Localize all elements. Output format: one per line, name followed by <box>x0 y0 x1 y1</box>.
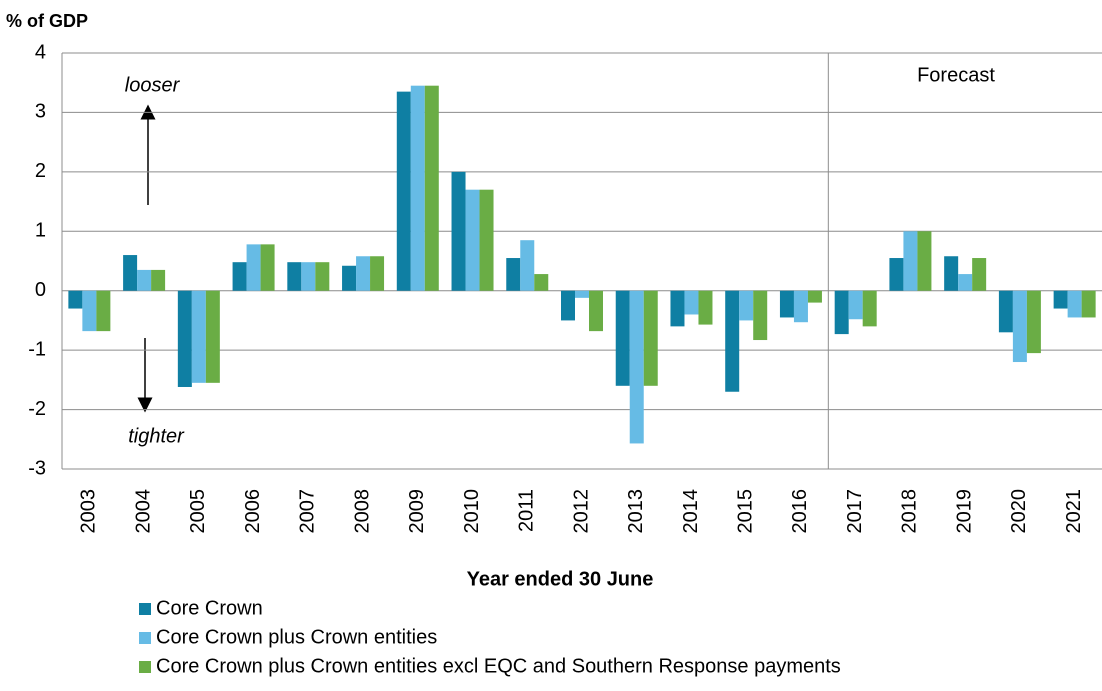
y-tick-label: -1 <box>28 338 46 360</box>
bar <box>1026 290 1041 354</box>
x-tick-label: 2011 <box>516 489 538 532</box>
x-tick-label: 2019 <box>953 489 975 534</box>
bar <box>753 290 768 341</box>
bar <box>465 189 480 291</box>
bar <box>96 290 111 332</box>
bar <box>1012 290 1027 363</box>
y-tick-label: 2 <box>35 160 46 182</box>
bar <box>862 290 877 327</box>
x-tick-label: 2005 <box>187 489 209 534</box>
y-tick-label: 1 <box>35 220 46 242</box>
y-tick-label: -3 <box>28 457 46 479</box>
x-tick-label: 2013 <box>625 489 647 534</box>
x-tick-label: 2010 <box>461 489 483 534</box>
bar <box>917 231 932 291</box>
bar <box>889 258 904 291</box>
x-tick-label: 2006 <box>242 489 264 534</box>
bar <box>561 290 575 321</box>
x-tick-label: 2016 <box>789 489 811 534</box>
x-tick-label: 2007 <box>297 489 319 534</box>
legend-swatch <box>139 661 151 673</box>
legend-swatch <box>139 603 151 615</box>
bar <box>506 258 521 291</box>
y-axis-label: % of GDP <box>6 11 88 31</box>
bar <box>834 290 849 335</box>
bar <box>575 290 589 298</box>
bar <box>370 256 385 291</box>
bar <box>629 290 644 444</box>
bar <box>451 171 466 291</box>
x-tick-label: 2003 <box>78 489 100 534</box>
bar <box>1053 290 1068 309</box>
x-tick-label: 2015 <box>734 489 756 534</box>
x-tick-label: 2009 <box>406 489 428 534</box>
annotation: tighter <box>128 425 185 447</box>
x-tick-label: 2008 <box>351 489 373 534</box>
x-tick-label: 2012 <box>570 489 592 534</box>
bar <box>356 256 371 291</box>
y-tick-label: 4 <box>35 41 46 63</box>
bar <box>246 244 261 291</box>
y-tick-label: 3 <box>35 101 46 123</box>
bar <box>807 290 822 303</box>
bar <box>424 85 439 291</box>
x-axis-label: Year ended 30 June <box>467 568 654 590</box>
x-tick-label: 2017 <box>844 489 866 534</box>
bar <box>520 240 535 291</box>
bar <box>342 265 357 291</box>
bar <box>725 290 740 392</box>
bar <box>205 290 220 383</box>
bar <box>410 85 425 291</box>
bar <box>315 262 330 291</box>
bar <box>479 189 494 291</box>
bar <box>1081 290 1096 318</box>
x-tick-label: 2018 <box>899 489 921 534</box>
bar <box>68 290 83 309</box>
bar <box>260 244 275 291</box>
bar <box>903 231 918 291</box>
bar <box>232 262 247 291</box>
bar <box>793 290 808 323</box>
bar <box>1067 290 1082 318</box>
bar <box>944 256 959 291</box>
legend-label: Core Crown plus Crown entities excl EQC … <box>156 655 841 677</box>
annotation: Forecast <box>917 64 995 86</box>
bar <box>958 274 973 291</box>
x-tick-label: 2021 <box>1063 489 1085 534</box>
bar <box>177 290 192 387</box>
y-tick-label: -2 <box>28 398 46 420</box>
bar <box>589 290 603 332</box>
legend-label: Core Crown <box>156 597 263 619</box>
bar <box>396 91 411 291</box>
bar <box>998 290 1013 333</box>
annotation: looser <box>125 74 181 96</box>
bar <box>287 262 302 291</box>
bar <box>698 290 713 325</box>
bar <box>643 290 658 386</box>
bar <box>123 255 138 291</box>
bar <box>670 290 685 327</box>
bar <box>972 258 987 291</box>
x-tick-label: 2014 <box>680 489 702 534</box>
bar <box>151 269 166 291</box>
bar <box>739 290 754 321</box>
x-tick-label: 2020 <box>1008 489 1030 534</box>
x-tick-label: 2004 <box>132 489 154 534</box>
bar <box>137 269 152 291</box>
legend-label: Core Crown plus Crown entities <box>156 626 437 648</box>
bar <box>534 274 549 291</box>
legend-swatch <box>139 632 151 644</box>
bar <box>82 290 97 332</box>
bar <box>684 290 699 315</box>
bar <box>615 290 630 386</box>
y-tick-label: 0 <box>35 279 46 301</box>
bar <box>301 262 316 291</box>
bar <box>191 290 206 383</box>
bar <box>779 290 794 318</box>
bar <box>848 290 863 320</box>
